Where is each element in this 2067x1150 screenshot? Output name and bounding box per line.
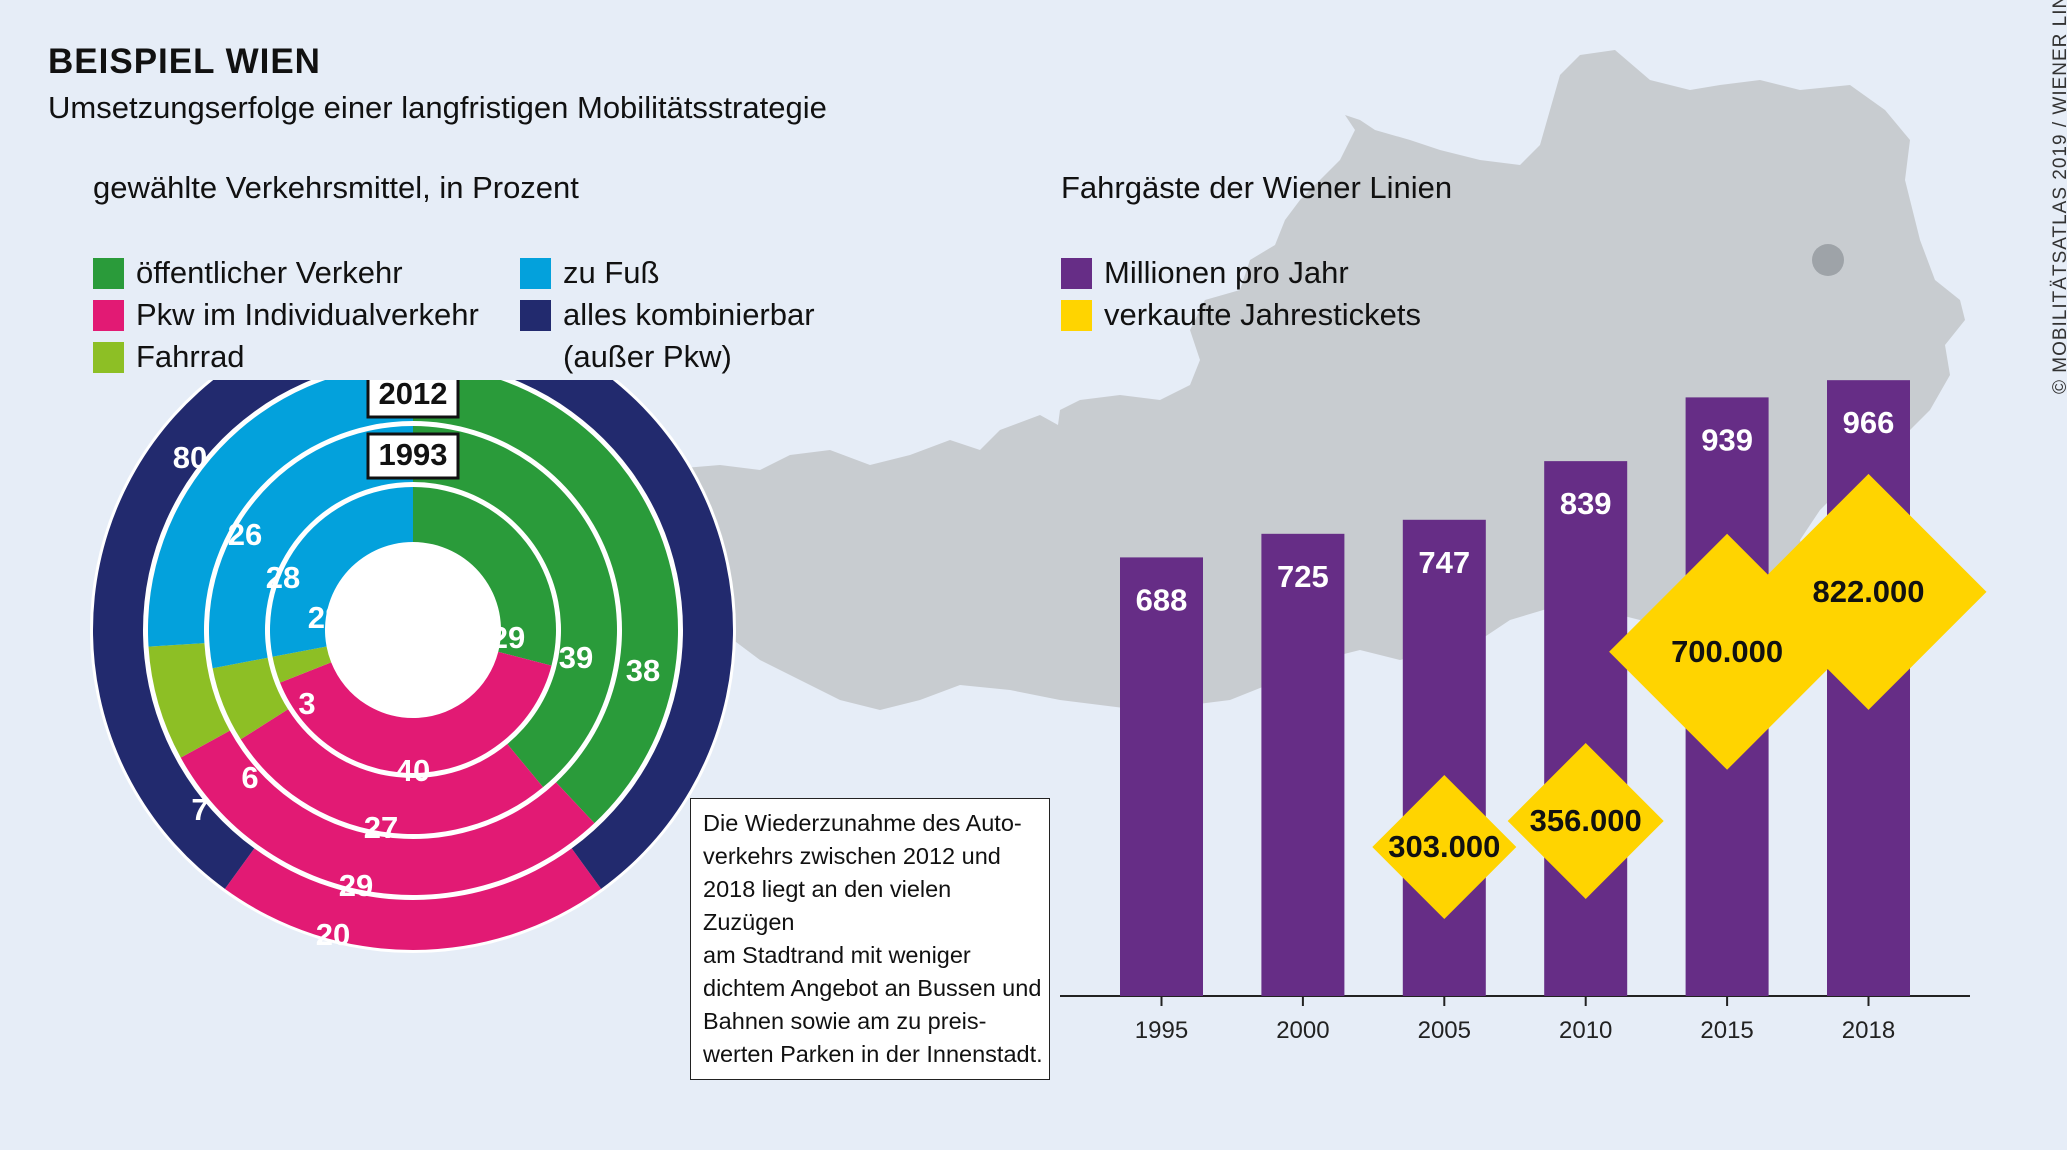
note-line: dichtem Angebot an Bussen und xyxy=(703,975,1042,1001)
note-line: verkehrs zwischen 2012 und xyxy=(703,843,1001,869)
ring-year-tag-box xyxy=(366,432,460,480)
note-line: am Stadtrand mit weniger xyxy=(703,942,971,968)
donut-segment-1993-1 xyxy=(413,487,556,666)
bar-value-label: 839 xyxy=(1560,486,1612,521)
ring-year-label: 2012 xyxy=(379,380,448,411)
ticket-diamond xyxy=(1750,473,1987,710)
legend-label: öffentlicher Verkehr xyxy=(136,255,403,290)
donut-value-label: 39 xyxy=(559,640,593,675)
donut-segment-1993-3 xyxy=(272,646,332,683)
bars-section-title: Fahrgäste der Wiener Linien xyxy=(1061,170,1453,205)
vienna-marker xyxy=(1812,244,1844,276)
donut-segment-2012-4 xyxy=(208,426,413,669)
ticket-value-label: 356.000 xyxy=(1530,803,1642,838)
donut-segment-2012-1 xyxy=(413,426,617,788)
ring-year-label: 1993 xyxy=(379,437,448,472)
donut-value-label: 29 xyxy=(339,868,373,903)
ticket-marker-2018: 822.000 xyxy=(1750,473,1987,710)
x-tick-label: 2018 xyxy=(1842,1017,1895,1044)
legend-swatch xyxy=(93,300,124,331)
legend-item-pkw: Pkw im Individualverkehr xyxy=(93,297,479,332)
legend-swatch xyxy=(520,300,551,331)
ticket-diamond xyxy=(1372,775,1517,920)
ring-year-tag: 2012 xyxy=(366,380,460,419)
bar-value-label: 939 xyxy=(1701,422,1753,457)
legend-label: alles kombinierbar xyxy=(563,297,815,332)
donut-value-label: 28 xyxy=(308,600,342,635)
bar-value-label: 688 xyxy=(1136,582,1188,617)
legend-label: Fahrrad xyxy=(136,339,245,374)
ticket-value-label: 822.000 xyxy=(1812,574,1924,609)
legend-label-block: alles kombinierbar (außer Pkw) xyxy=(563,297,815,375)
annotation-note: Die Wiederzunahme des Auto- verkehrs zwi… xyxy=(690,798,1050,1080)
legend-label: Millionen pro Jahr xyxy=(1104,255,1349,290)
ticket-value-label: 303.000 xyxy=(1388,829,1500,864)
donut-value-label: 3 xyxy=(298,686,315,721)
ticket-diamond xyxy=(1507,742,1664,899)
page-title: BEISPIEL WIEN xyxy=(48,42,321,81)
donut-segment-2018-1 xyxy=(413,380,678,824)
note-line: Die Wiederzunahme des Auto- xyxy=(703,810,1022,836)
ticket-marker-2010: 356.000 xyxy=(1507,742,1664,899)
donut-segment-2012-2 xyxy=(240,709,544,834)
legend-label-line2: (außer Pkw) xyxy=(563,339,732,374)
page-subtitle: Umsetzungserfolge einer langfristigen Mo… xyxy=(48,90,827,125)
legend-swatch xyxy=(93,342,124,373)
legend-swatch xyxy=(1061,258,1092,289)
bar-2000 xyxy=(1261,533,1345,996)
note-line: Bahnen sowie am zu preis- xyxy=(703,1008,987,1034)
donut-value-label: 80 xyxy=(173,440,207,475)
donut-value-label: 28 xyxy=(266,560,300,595)
x-tick-label: 2015 xyxy=(1700,1017,1753,1044)
legend-label: zu Fuß xyxy=(563,255,660,290)
legend-swatch xyxy=(93,258,124,289)
donut-segment-1993-2 xyxy=(280,651,552,773)
x-tick-label: 2005 xyxy=(1418,1017,1471,1044)
donut-value-label: 40 xyxy=(396,753,430,788)
bar-value-label: 747 xyxy=(1418,545,1470,580)
donut-segment-1993-4 xyxy=(270,487,413,657)
donut-chart: 2940328392762838297268020199320122018Zie… xyxy=(90,380,736,953)
bar-chart: 688 1995 725 2000 747 2005 839 2010 939 2015 966 20… xyxy=(1060,380,1987,1044)
legend-label: Pkw im Individualverkehr xyxy=(136,297,479,332)
donut-value-label: 38 xyxy=(626,653,660,688)
donut-segment-2018-2 xyxy=(180,730,595,895)
legend-item-kombinierbar: alles kombinierbar (außer Pkw) xyxy=(520,297,815,377)
donut-value-label: 27 xyxy=(364,810,398,845)
x-tick-label: 2010 xyxy=(1559,1017,1612,1044)
ticket-marker-2005: 303.000 xyxy=(1372,775,1517,920)
donut-value-label: 7 xyxy=(191,792,208,827)
donut-value-label: 29 xyxy=(491,620,525,655)
x-tick-label: 1995 xyxy=(1135,1017,1188,1044)
legend-item-zu-fuss: zu Fuß xyxy=(520,255,660,290)
x-tick-label: 2000 xyxy=(1276,1017,1329,1044)
legend-item-jahrestickets: verkaufte Jahrestickets xyxy=(1061,297,1422,332)
donut-value-label: 6 xyxy=(241,760,258,795)
donut-section-title: gewählte Verkehrsmittel, in Prozent xyxy=(93,170,579,205)
legend-item-millionen: Millionen pro Jahr xyxy=(1061,255,1349,290)
donut-value-label: 20 xyxy=(316,917,350,952)
bar-1995 xyxy=(1120,557,1203,996)
ring-year-tag: 1993 xyxy=(366,432,460,480)
donut-segment-ziel-2025-1 xyxy=(224,848,602,950)
note-line: werten Parken in der Innenstadt. xyxy=(703,1041,1043,1067)
credit-line: © MOBILITÄTSATLAS 2019 / WIENER LINIEN xyxy=(2050,0,2067,394)
donut-segment-2018-3 xyxy=(148,643,230,758)
bar-value-label: 725 xyxy=(1277,559,1329,594)
donut-segment-2012-3 xyxy=(212,657,289,740)
legend-swatch xyxy=(520,258,551,289)
bar-value-label: 966 xyxy=(1843,405,1895,440)
legend-swatch xyxy=(1061,300,1092,331)
legend-label: verkaufte Jahrestickets xyxy=(1104,297,1422,332)
ticket-value-label: 700.000 xyxy=(1671,634,1783,669)
legend-item-fahrrad: Fahrrad xyxy=(93,339,245,374)
bar-2010 xyxy=(1544,461,1628,996)
legend-item-oeffentlich: öffentlicher Verkehr xyxy=(93,255,403,290)
donut-value-label: 26 xyxy=(228,517,262,552)
ring-year-tag-box xyxy=(366,380,460,419)
bar-2005 xyxy=(1402,519,1486,996)
note-line: 2018 liegt an den vielen Zuzügen xyxy=(703,876,952,935)
